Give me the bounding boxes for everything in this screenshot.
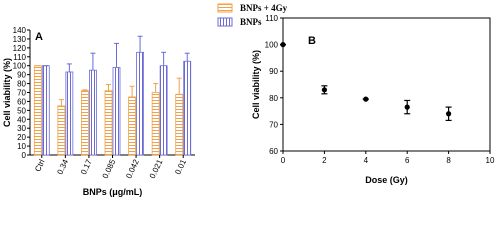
legend-swatch (217, 3, 233, 13)
error-bar (153, 83, 159, 93)
x-tick-label: Ctrl (33, 158, 47, 173)
bar (183, 60, 192, 156)
y-tick-label: 120 (13, 44, 27, 53)
x-tick-label: 10 (486, 156, 495, 165)
legend-label: BNPs + 4Gy (240, 3, 288, 13)
bar (33, 65, 42, 156)
y-tick-label: 50 (17, 106, 26, 115)
error-bar (82, 89, 88, 91)
legend-swatch (217, 17, 233, 27)
point (446, 111, 452, 117)
y-tick-label: 140 (13, 26, 27, 35)
y-tick-label: 20 (17, 133, 26, 142)
panel-label: A (35, 31, 43, 43)
bar (65, 71, 74, 156)
y-tick-label: 110 (13, 53, 26, 62)
error-bar (161, 51, 167, 66)
error-bar (90, 52, 96, 71)
x-tick-label: 4 (364, 156, 369, 165)
bar (151, 92, 160, 156)
bar (175, 93, 184, 156)
point (404, 104, 410, 110)
y-tick-label: 30 (17, 124, 26, 133)
bar (89, 69, 97, 156)
error-bar (66, 63, 72, 72)
x-tick-label: 0.042 (124, 158, 141, 180)
y-tick-label: 40 (17, 115, 26, 124)
y-tick-label: 70 (17, 89, 26, 98)
y-tick-label: 80 (17, 80, 26, 89)
x-tick-label: 8 (446, 156, 451, 165)
bar (81, 90, 89, 156)
y-tick-label: 60 (269, 147, 278, 156)
y-tick-label: 10 (17, 142, 26, 151)
bar (41, 65, 50, 156)
legend-label: BNPs (240, 17, 262, 27)
point (280, 42, 286, 48)
x-tick-label: 0 (281, 156, 286, 165)
bar (159, 65, 168, 156)
x-tick-label: 0.021 (148, 158, 165, 180)
x-tick-label: 2 (322, 156, 327, 165)
bar (57, 105, 66, 156)
y-tick-label: 100 (265, 41, 279, 50)
error-bar (184, 52, 190, 62)
error-bar (137, 35, 143, 53)
bar (128, 96, 136, 156)
x-axis-label: Dose (Gy) (365, 175, 408, 185)
x-tick-label: 0.085 (101, 158, 118, 180)
bar (104, 90, 113, 156)
error-bar (176, 77, 182, 95)
x-tick-label: 0.34 (55, 158, 70, 176)
y-axis-label: Cell viability (%) (251, 50, 261, 119)
y-tick-label: 130 (13, 35, 27, 44)
plot-frame (282, 17, 491, 152)
point (363, 96, 369, 102)
y-axis-label: Cell viability (%) (2, 58, 12, 127)
y-tick-label: 80 (269, 94, 278, 103)
y-tick-label: 100 (13, 62, 27, 71)
y-tick-label: 70 (269, 120, 278, 129)
y-tick-label: 60 (17, 97, 26, 106)
x-tick-label: 0.17 (79, 158, 94, 176)
error-bar (58, 99, 64, 106)
x-tick-label: 6 (405, 156, 410, 165)
y-tick-label: 0 (22, 151, 27, 160)
bar (136, 51, 144, 156)
y-tick-label: 90 (269, 67, 278, 76)
y-tick-label: 110 (265, 14, 278, 23)
x-axis-label: BNPs (μg/mL) (83, 187, 143, 197)
x-tick-label: 0.01 (173, 158, 188, 176)
point (321, 87, 327, 93)
panel-label: B (308, 35, 316, 47)
y-tick-label: 90 (17, 71, 26, 80)
bar (112, 67, 121, 156)
error-bar (129, 85, 135, 97)
error-bar (106, 83, 111, 91)
error-bar (114, 42, 119, 68)
